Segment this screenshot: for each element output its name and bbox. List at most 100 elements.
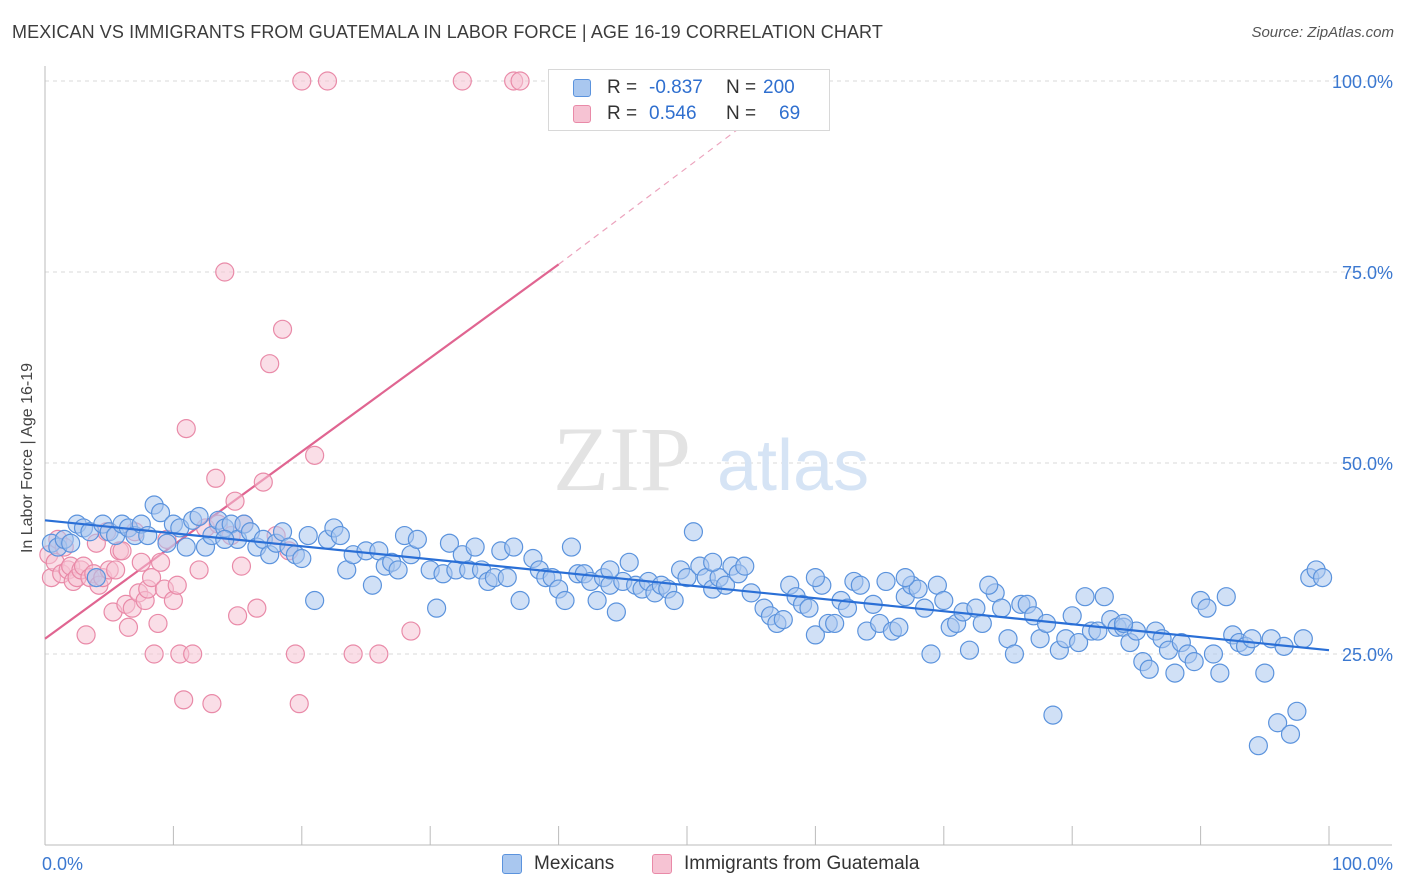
- tick-labels: 25.0% 50.0% 75.0% 100.0% 0.0% 100.0%: [42, 72, 1393, 874]
- scatter-point: [1312, 567, 1333, 588]
- scatter-point: [401, 621, 421, 641]
- scatter-point: [289, 694, 309, 714]
- scatter-point: [141, 567, 162, 588]
- scatter-point: [144, 644, 164, 664]
- scatter-point: [664, 590, 684, 611]
- scatter-point: [189, 506, 209, 527]
- scatter-point: [735, 556, 755, 576]
- scatter-point: [369, 644, 389, 664]
- scatter-point: [118, 617, 139, 637]
- correlation-legend: R = -0.837 N = 200 R = 0.546 N = 69: [548, 69, 830, 131]
- legend-n-label: N =: [726, 103, 757, 124]
- watermark-atlas: atlas: [717, 426, 869, 506]
- scatter-point: [895, 567, 915, 588]
- scatter-point: [799, 598, 819, 618]
- legend-n-value: 200: [763, 77, 795, 98]
- scatter-point: [298, 525, 318, 546]
- scatter-point: [1069, 632, 1089, 653]
- scatter-point: [619, 552, 639, 572]
- scatter-point: [677, 567, 697, 588]
- legend-r-value: 0.546: [649, 103, 697, 124]
- scatter-point: [600, 560, 620, 580]
- scatter-point: [407, 529, 427, 550]
- scatter-point: [1184, 652, 1204, 672]
- scatter-point: [805, 625, 826, 645]
- scatter-point: [991, 598, 1012, 618]
- scatter-point: [773, 610, 793, 630]
- scatter-point: [150, 552, 171, 572]
- scatter-point: [330, 525, 350, 546]
- trendline-mexicans: [44, 519, 1330, 652]
- scatter-point: [921, 644, 941, 664]
- legend-swatch-pink: [573, 105, 591, 123]
- x-tick-label: 0.0%: [42, 854, 83, 874]
- scatter-point: [202, 694, 222, 714]
- scatter-point: [1004, 644, 1025, 664]
- scatter-point: [176, 419, 196, 439]
- scatter-point: [1165, 663, 1185, 683]
- points-mexicans: [41, 495, 1333, 756]
- scatter-point: [215, 262, 235, 282]
- scatter-point: [561, 537, 582, 557]
- scatter-point: [292, 71, 312, 91]
- scatter-point: [1255, 663, 1275, 683]
- scatter-point: [253, 472, 273, 492]
- scatter-point: [850, 575, 870, 595]
- scatter-point: [465, 537, 485, 557]
- x-tick-label: 100.0%: [1332, 854, 1393, 874]
- scatter-point: [247, 598, 267, 618]
- scatter-point: [106, 560, 126, 580]
- scatter-point: [1280, 724, 1301, 744]
- scatter-point: [189, 560, 209, 580]
- trendline-mexicans-line: [44, 519, 1330, 652]
- trendline-guatemala: [44, 118, 752, 640]
- scatter-point: [1242, 629, 1262, 649]
- legend-r-label: R =: [607, 103, 638, 124]
- scatter-point: [1268, 713, 1288, 733]
- scatter-point: [504, 537, 524, 557]
- scatter-point: [1197, 598, 1217, 618]
- scatter-point: [427, 598, 447, 618]
- watermark-zip: ZIP: [553, 408, 691, 510]
- source-credit: Source: ZipAtlas.com: [1251, 24, 1394, 41]
- scatter-point: [1210, 663, 1230, 683]
- scatter-point: [959, 640, 980, 660]
- legend-swatch-pink: [652, 854, 672, 874]
- scatter-point: [76, 625, 96, 645]
- scatter-point: [825, 613, 845, 634]
- scatter-point: [1287, 701, 1307, 721]
- scatter-point: [510, 71, 530, 91]
- scatter-point: [555, 590, 575, 611]
- scatter-point: [587, 590, 607, 611]
- scatter-point: [131, 552, 151, 572]
- scatter-point: [452, 71, 472, 91]
- trendline-guatemala-extension: [558, 118, 752, 265]
- scatter-point: [1139, 659, 1159, 679]
- scatter-point: [1203, 644, 1224, 664]
- scatter-point: [343, 644, 363, 664]
- scatter-point: [317, 71, 338, 91]
- legend-swatch-blue: [573, 79, 591, 97]
- scatter-point: [150, 503, 171, 523]
- scatter-point: [228, 606, 248, 626]
- scatter-point: [876, 571, 896, 592]
- legend-swatch-blue: [502, 854, 522, 874]
- chart-title: MEXICAN VS IMMIGRANTS FROM GUATEMALA IN …: [12, 22, 883, 42]
- scatter-point: [805, 567, 826, 588]
- scatter-point: [148, 613, 168, 634]
- legend-r-value: -0.837: [649, 77, 703, 98]
- watermark: ZIP atlas: [553, 408, 869, 510]
- y-tick-label: 100.0%: [1332, 72, 1393, 92]
- scatter-point: [167, 575, 187, 595]
- scatter-point: [206, 468, 226, 488]
- axes: [44, 66, 1392, 846]
- legend-r-label: R =: [607, 77, 638, 98]
- series-legend: Mexicans Immigrants from Guatemala: [0, 852, 1406, 878]
- scatter-point: [1216, 587, 1236, 607]
- scatter-point: [388, 560, 408, 580]
- scatter-point: [157, 533, 177, 553]
- y-tick-label: 25.0%: [1342, 645, 1393, 665]
- scatter-point: [1248, 736, 1268, 756]
- scatter-point: [174, 690, 194, 710]
